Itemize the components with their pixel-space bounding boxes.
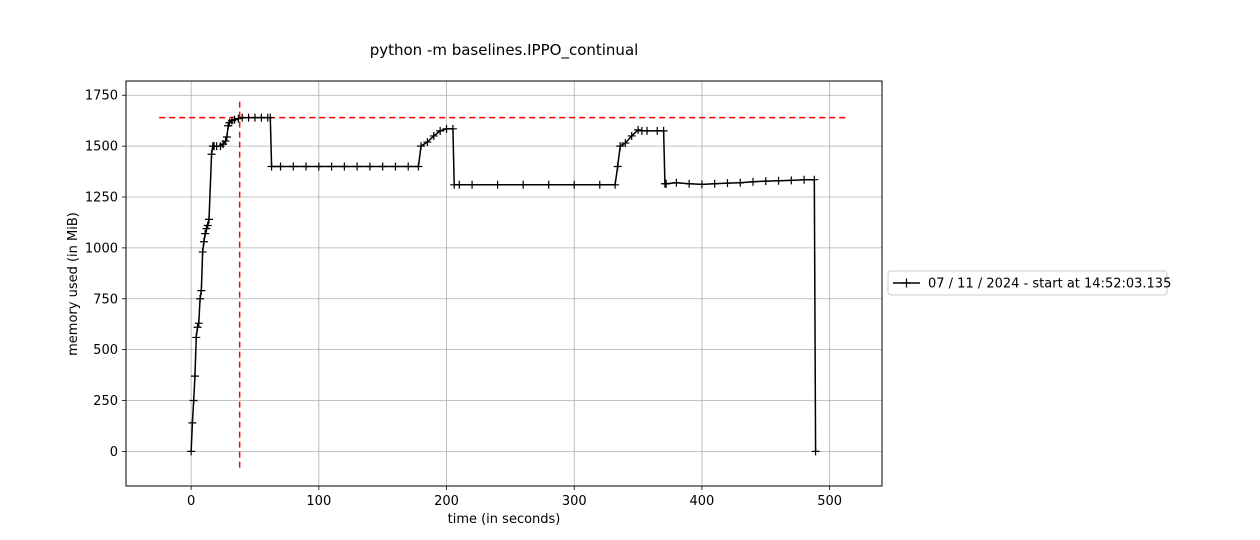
data-point-marker bbox=[199, 237, 208, 246]
data-point-marker bbox=[613, 162, 622, 171]
data-point-marker bbox=[611, 180, 620, 189]
y-tick-label: 750 bbox=[93, 292, 118, 307]
data-point-marker bbox=[634, 125, 643, 134]
data-point-marker bbox=[391, 162, 400, 171]
data-point-marker bbox=[201, 229, 210, 238]
data-point-marker bbox=[749, 177, 758, 186]
data-point-marker bbox=[198, 247, 207, 256]
data-point-marker bbox=[276, 162, 285, 171]
data-point-marker bbox=[194, 319, 203, 328]
x-axis-label: time (in seconds) bbox=[448, 512, 561, 527]
data-point-marker bbox=[570, 180, 579, 189]
data-point-marker bbox=[189, 396, 198, 405]
data-point-marker bbox=[414, 162, 423, 171]
data-point-marker bbox=[197, 286, 206, 295]
grid bbox=[126, 81, 882, 486]
data-point-marker bbox=[697, 180, 706, 189]
data-point-marker bbox=[810, 175, 819, 184]
x-tick-label: 400 bbox=[690, 494, 715, 509]
data-point-marker bbox=[595, 180, 604, 189]
chart-title: python -m baselines.IPPO_continual bbox=[370, 41, 639, 60]
data-point-marker bbox=[230, 115, 239, 124]
data-point-marker bbox=[378, 162, 387, 171]
y-tick-label: 1000 bbox=[85, 241, 118, 256]
data-point-marker bbox=[736, 178, 745, 187]
data-point-marker bbox=[416, 142, 425, 151]
data-point-marker bbox=[234, 114, 243, 123]
series-layer bbox=[187, 113, 820, 456]
data-point-marker bbox=[627, 131, 636, 140]
data-point-marker bbox=[672, 178, 681, 187]
data-point-marker bbox=[616, 142, 625, 151]
x-tick-label: 200 bbox=[434, 494, 459, 509]
data-point-marker bbox=[423, 138, 432, 147]
data-point-marker bbox=[800, 175, 809, 184]
data-point-marker bbox=[188, 418, 197, 427]
data-point-marker bbox=[519, 180, 528, 189]
data-point-marker bbox=[221, 137, 230, 146]
y-tick-label: 1750 bbox=[85, 89, 118, 104]
data-point-marker bbox=[455, 180, 464, 189]
data-point-marker bbox=[222, 132, 231, 141]
data-point-marker bbox=[190, 372, 199, 381]
data-point-marker bbox=[302, 162, 311, 171]
y-axis-label: memory used (in MiB) bbox=[66, 212, 81, 356]
y-tick-label: 250 bbox=[93, 394, 118, 409]
data-point-marker bbox=[187, 447, 196, 456]
legend-label: 07 / 11 / 2024 - start at 14:52:03.135 bbox=[928, 277, 1171, 292]
data-point-marker bbox=[774, 176, 783, 185]
data-point-marker bbox=[266, 113, 275, 122]
data-point-marker bbox=[468, 180, 477, 189]
data-point-marker bbox=[662, 179, 671, 188]
data-point-marker bbox=[205, 215, 214, 224]
data-point-marker bbox=[327, 162, 336, 171]
data-point-marker bbox=[196, 294, 205, 303]
y-tick-label: 500 bbox=[93, 343, 118, 358]
data-point-marker bbox=[436, 126, 445, 135]
data-point-marker bbox=[404, 162, 413, 171]
y-tick-label: 1250 bbox=[85, 191, 118, 206]
data-point-marker bbox=[787, 176, 796, 185]
data-point-marker bbox=[289, 162, 298, 171]
data-point-marker bbox=[203, 221, 212, 230]
x-tick-label: 500 bbox=[817, 494, 842, 509]
data-point-marker bbox=[544, 180, 553, 189]
plot-area-frame bbox=[125, 80, 883, 487]
data-point-marker bbox=[267, 162, 276, 171]
data-point-marker bbox=[429, 131, 438, 140]
legend: 07 / 11 / 2024 - start at 14:52:03.135 bbox=[887, 270, 1171, 296]
data-point-marker bbox=[643, 126, 652, 135]
y-tick-label: 1500 bbox=[85, 140, 118, 155]
y-axis-ticks: 0 250 500 750 1000 1250 1500 1750 bbox=[85, 89, 126, 460]
data-point-marker bbox=[811, 447, 820, 456]
data-point-marker bbox=[207, 150, 216, 159]
data-point-marker bbox=[761, 177, 770, 186]
y-tick-label: 0 bbox=[110, 445, 118, 460]
data-point-marker bbox=[340, 162, 349, 171]
x-tick-label: 300 bbox=[562, 494, 587, 509]
data-point-marker bbox=[621, 139, 630, 148]
data-point-marker bbox=[193, 323, 202, 332]
data-point-marker bbox=[365, 162, 374, 171]
x-axis-ticks: 0 100 200 300 400 500 bbox=[187, 486, 842, 509]
reference-lines bbox=[159, 101, 849, 468]
legend-frame bbox=[887, 270, 1168, 296]
data-point-marker bbox=[659, 126, 668, 135]
x-tick-label: 100 bbox=[306, 494, 331, 509]
data-point-marker bbox=[493, 180, 502, 189]
data-point-marker bbox=[314, 162, 323, 171]
data-point-marker bbox=[192, 333, 201, 342]
data-point-marker bbox=[685, 179, 694, 188]
data-point-marker bbox=[710, 179, 719, 188]
x-tick-label: 0 bbox=[187, 494, 195, 509]
memory-series-line bbox=[190, 116, 817, 452]
legend-marker-swatch bbox=[902, 278, 911, 288]
data-point-marker bbox=[448, 124, 457, 133]
data-point-marker bbox=[353, 162, 362, 171]
data-point-marker bbox=[723, 179, 732, 188]
